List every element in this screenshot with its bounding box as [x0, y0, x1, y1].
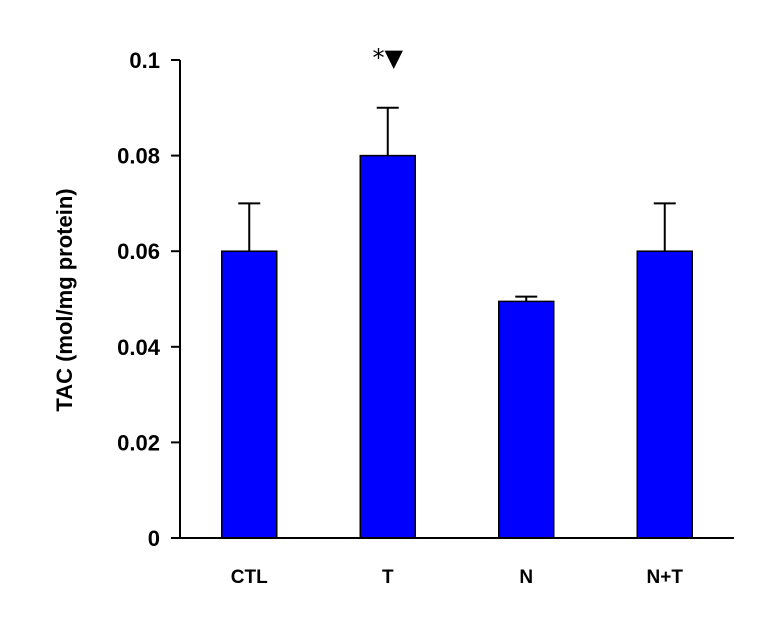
x-axis-labels: CTL T N N+T	[231, 567, 684, 588]
y-tick-label: 0.04	[117, 335, 161, 360]
y-tick-label: 0	[148, 526, 160, 551]
bar-ctl	[221, 250, 278, 539]
y-axis-title: TAC (mol/mg protein)	[52, 188, 77, 411]
y-tick-label: 0.02	[117, 430, 160, 455]
error-bars	[238, 106, 676, 302]
y-tick-label: 0.08	[117, 144, 160, 169]
y-tick-label: 0.06	[117, 239, 160, 264]
bar-t	[359, 154, 416, 539]
bars	[221, 154, 693, 539]
y-axis-ticks: 0 0.02 0.04 0.06 0.08 0.1	[117, 48, 180, 551]
x-tick-label: N	[519, 567, 533, 588]
bar-n-t	[636, 250, 693, 539]
y-axis-title-group: TAC (mol/mg protein)	[52, 188, 77, 411]
y-tick-label: 0.1	[129, 48, 160, 73]
x-tick-label: N+T	[647, 567, 684, 588]
annotations: *▼	[373, 44, 404, 72]
x-tick-label: CTL	[231, 567, 268, 588]
significance-annotation: *▼	[373, 44, 404, 72]
x-tick-label: T	[382, 567, 394, 588]
bar-n	[498, 300, 555, 539]
